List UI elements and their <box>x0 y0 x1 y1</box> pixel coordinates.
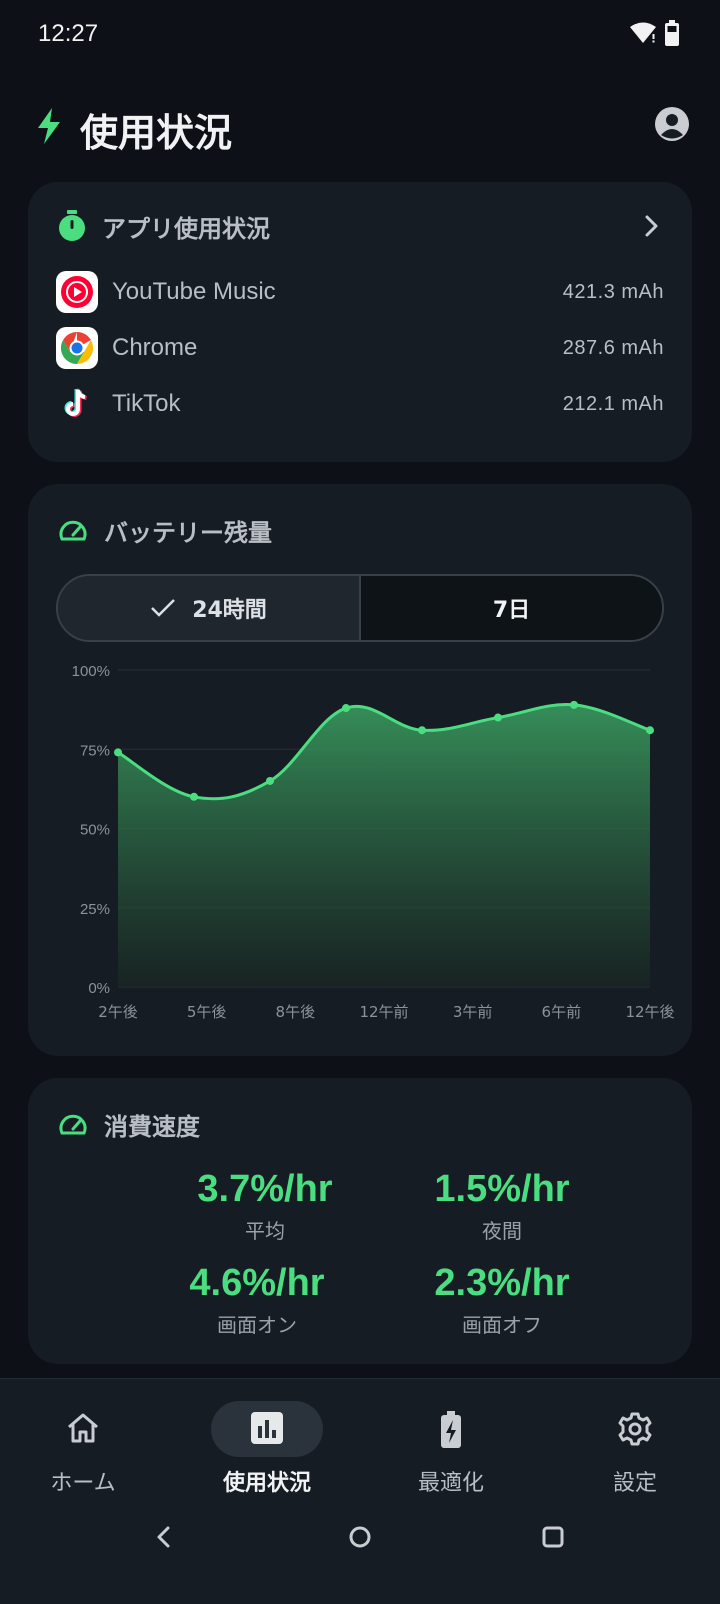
chart-point <box>190 792 198 801</box>
chart-point <box>494 713 502 722</box>
x-tick-label: 12午前 <box>359 1003 408 1021</box>
x-tick-label: 5午後 <box>187 1003 227 1021</box>
app-name: YouTube Music <box>112 278 276 305</box>
x-tick-label: 12午後 <box>625 1003 674 1021</box>
battery-bolt-icon <box>441 1411 461 1448</box>
youtube-music-icon <box>56 271 98 313</box>
metric-value: 2.3%/hr <box>434 1262 570 1304</box>
system-nav <box>0 1519 720 1579</box>
battery-level-header: バッテリー残量 <box>58 510 272 550</box>
chart-point <box>570 700 578 709</box>
battery-chart: 100% 75% 50% 25% 0% 2午後 5午後 8午後 12午前 3午前 6午前 12午後 <box>72 663 675 1021</box>
chevron-right-icon[interactable] <box>644 215 660 237</box>
status-bar: 12:27 <box>0 0 720 72</box>
chart-area <box>118 704 650 987</box>
home-icon <box>68 1413 98 1443</box>
x-tick-label: 6午前 <box>542 1003 582 1021</box>
back-icon[interactable] <box>154 1525 174 1549</box>
nav-settings[interactable]: 設定 <box>545 1379 720 1499</box>
battery-icon <box>665 20 679 46</box>
metric-label: 平均 <box>245 1219 285 1243</box>
speedometer-icon <box>59 520 87 541</box>
metric-label: 画面オフ <box>462 1313 542 1337</box>
bottom-nav: ホーム 使用状況 最適化 設定 <box>0 1378 720 1604</box>
tab-7d-label: 7日 <box>492 598 531 623</box>
chrome-icon <box>56 327 98 369</box>
x-tick-label: 8午後 <box>276 1003 316 1021</box>
x-tick-label: 3午前 <box>453 1003 493 1021</box>
metric-screen-on: 4.6%/hr 画面オン <box>117 1262 397 1338</box>
range-toggle: 24時間 7日 <box>56 574 664 642</box>
nav-optimize[interactable]: 最適化 <box>361 1379 541 1499</box>
y-tick-label: 75% <box>80 742 110 759</box>
status-time: 12:27 <box>38 20 99 47</box>
nav-usage[interactable]: 使用状況 <box>177 1379 357 1499</box>
bolt-icon <box>38 108 60 144</box>
app-usage-header: アプリ使用状況 <box>58 206 270 246</box>
chart-point <box>418 726 426 735</box>
nav-home[interactable]: ホーム <box>0 1379 173 1499</box>
metric-value: 4.6%/hr <box>189 1262 325 1304</box>
metric-screen-off: 2.3%/hr 画面オフ <box>362 1262 642 1338</box>
app-row-chrome[interactable]: Chrome 287.6 mAh <box>56 324 664 372</box>
page-title: 使用状況 <box>80 111 233 155</box>
x-tick-label: 2午後 <box>98 1003 138 1021</box>
nav-settings-label: 設定 <box>612 1471 657 1496</box>
tiktok-icon <box>56 383 98 425</box>
app-row-youtube-music[interactable]: YouTube Music 421.3 mAh <box>56 268 664 316</box>
header: 使用状況 <box>0 92 720 164</box>
chart-line <box>117 703 651 801</box>
wifi-icon <box>630 22 656 43</box>
metric-night: 1.5%/hr 夜間 <box>362 1168 642 1244</box>
app-usage-value: 287.6 mAh <box>562 336 664 359</box>
y-tick-label: 100% <box>72 663 110 680</box>
metric-value: 3.7%/hr <box>197 1168 333 1210</box>
consumption-header: 消費速度 <box>58 1104 200 1144</box>
metric-label: 画面オン <box>217 1313 297 1337</box>
app-usage-title: アプリ使用状況 <box>102 214 270 243</box>
recents-icon[interactable] <box>541 1525 565 1549</box>
metric-value: 1.5%/hr <box>434 1168 570 1210</box>
check-icon <box>151 599 176 617</box>
tab-24h-label: 24時間 <box>192 598 267 623</box>
consumption-card: 消費速度 3.7%/hr 平均 1.5%/hr 夜間 4.6%/hr 画面オン … <box>28 1078 692 1364</box>
nav-usage-label: 使用状況 <box>222 1471 311 1496</box>
metric-label: 夜間 <box>482 1219 522 1243</box>
app-name: Chrome <box>112 334 198 361</box>
chart-point <box>646 726 654 735</box>
stopwatch-icon <box>59 210 85 241</box>
app-name: TikTok <box>112 390 181 417</box>
battery-level-card: バッテリー残量 24時間 7日 100% 75% 50% 25% 0% 2午後 5午後 8午… <box>28 484 692 1056</box>
y-tick-label: 50% <box>80 822 110 839</box>
app-usage-card[interactable]: アプリ使用状況 YouTube Music 421.3 mAh Ch <box>28 182 692 462</box>
y-tick-label: 0% <box>88 980 110 997</box>
tab-24h[interactable]: 24時間 <box>58 576 361 640</box>
app-usage-value: 212.1 mAh <box>562 392 664 415</box>
app-usage-value: 421.3 mAh <box>562 280 664 303</box>
bar-chart-icon <box>251 1412 283 1444</box>
y-tick-label: 25% <box>80 901 110 918</box>
gear-icon <box>618 1412 652 1446</box>
home-button-icon[interactable] <box>348 1525 372 1549</box>
tab-7d[interactable]: 7日 <box>361 576 662 640</box>
speedometer-icon <box>59 1114 87 1135</box>
nav-optimize-label: 最適化 <box>417 1471 484 1496</box>
chart-point <box>266 776 274 785</box>
chart-point <box>114 748 122 757</box>
status-icons <box>630 20 680 46</box>
consumption-title: 消費速度 <box>104 1112 200 1141</box>
battery-level-title: バッテリー残量 <box>104 518 272 547</box>
chart-point <box>342 704 350 713</box>
account-icon[interactable] <box>654 106 690 142</box>
nav-home-label: ホーム <box>50 1471 116 1496</box>
app-row-tiktok[interactable]: TikTok 212.1 mAh <box>56 380 664 428</box>
metric-average: 3.7%/hr 平均 <box>125 1168 405 1244</box>
